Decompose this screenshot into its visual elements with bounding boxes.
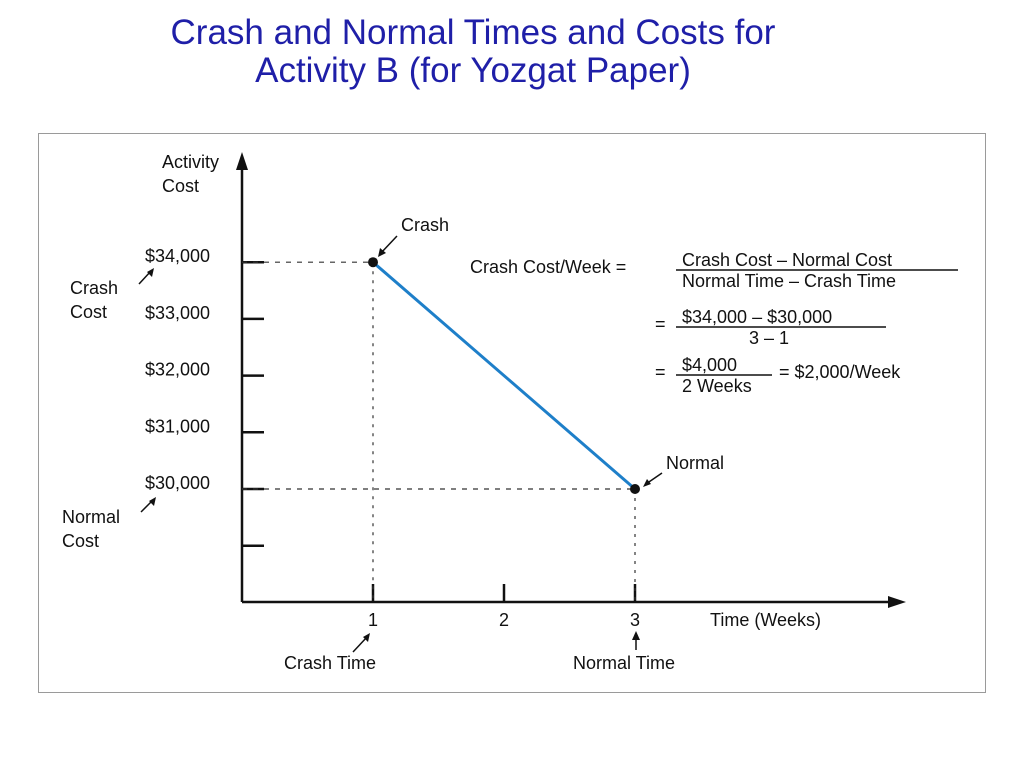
slide-title-line1: Crash and Normal Times and Costs for	[170, 13, 776, 52]
x-axis-label: Time (Weeks)	[710, 610, 821, 630]
formula-line3-equals: =	[655, 362, 666, 382]
y-tick-label: $30,000	[145, 473, 210, 493]
crash-cost-label-line1: Crash	[70, 278, 118, 298]
x-tick-label: 2	[499, 610, 509, 630]
normal-cost-label-line2: Cost	[62, 531, 99, 551]
formula-line2-equals: =	[655, 314, 666, 334]
formula-line3-numerator: $4,000	[682, 355, 737, 375]
crash-point-arrow-icon	[378, 248, 386, 257]
crash-cost-label-line2: Cost	[70, 302, 107, 322]
slide-title: Crash and Normal Times and Costs for Act…	[0, 14, 946, 90]
y-tick-label: $33,000	[145, 303, 210, 323]
guide-lines	[242, 261, 636, 602]
y-tick-label: $31,000	[145, 416, 210, 436]
y-axis-label-line1: Activity	[162, 152, 219, 172]
crash-time-label: Crash Time	[284, 653, 376, 673]
x-axis-arrow-icon	[888, 596, 906, 608]
crash-time-pointer	[352, 636, 368, 653]
chart-frame	[38, 133, 986, 693]
formula-line3-result: = $2,000/Week	[779, 362, 901, 382]
normal-point-arrow-icon	[643, 479, 651, 487]
formula-line1-numerator: Crash Cost – Normal Cost	[682, 250, 892, 270]
normal-time-label: Normal Time	[573, 653, 675, 673]
y-axis-label-line2: Cost	[162, 176, 199, 196]
normal-time-arrow-icon	[632, 631, 640, 640]
slide-title-line2: Activity B (for Yozgat Paper)	[255, 51, 691, 90]
y-tick-label: $34,000	[145, 246, 210, 266]
normal-point-label: Normal	[666, 453, 724, 473]
crash-cost-arrow-icon	[147, 268, 154, 277]
formula-line2-numerator: $34,000 – $30,000	[682, 307, 832, 327]
normal-cost-label-line1: Normal	[62, 507, 120, 527]
formula: Crash Cost/Week = Crash Cost – Normal Co…	[470, 250, 958, 396]
series-line	[372, 261, 636, 491]
axes	[240, 164, 896, 604]
normal-cost-arrow-icon	[149, 497, 156, 506]
y-tick-label: $32,000	[145, 360, 210, 380]
formula-line1-denominator: Normal Time – Crash Time	[682, 271, 896, 291]
y-axis-arrow-icon	[236, 152, 248, 170]
x-tick-label: 3	[630, 610, 640, 630]
data-point	[630, 484, 640, 494]
formula-lhs: Crash Cost/Week =	[470, 257, 626, 277]
crash-time-arrow-icon	[363, 633, 370, 642]
series	[368, 257, 640, 494]
formula-line3-denominator: 2 Weeks	[682, 376, 752, 396]
formula-line2-denominator: 3 – 1	[749, 328, 789, 348]
data-point	[368, 257, 378, 268]
x-tick-label: 1	[368, 610, 378, 630]
x-ticks: 1 2 3	[368, 584, 640, 630]
crash-point-pointer	[380, 235, 398, 254]
y-ticks: $34,000 $33,000 $32,000 $31,000 $30,000	[145, 246, 264, 547]
crash-point-label: Crash	[401, 215, 449, 235]
